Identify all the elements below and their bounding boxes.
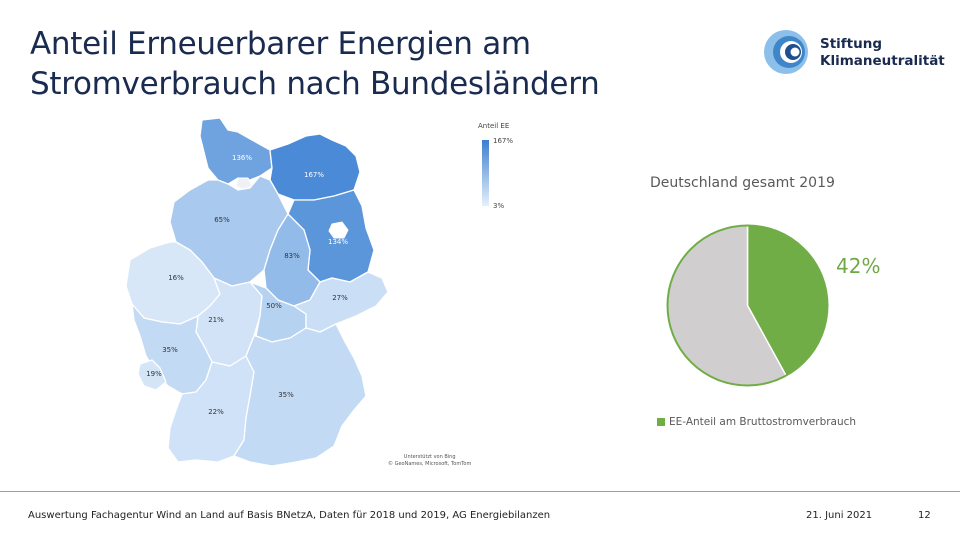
pie-legend: EE-Anteil am Bruttostromverbrauch [657,416,856,428]
map-legend-gradient [482,140,489,206]
map-legend-min: 3% [493,202,505,210]
map-legend-title: Anteil EE [478,122,510,130]
logo: Stiftung Klimaneutralität [762,28,945,78]
footer-date: 21. Juni 2021 [806,510,873,521]
map-label-baden-wuerttemberg: 22% [208,408,224,416]
map-label-thueringen: 50% [266,302,282,310]
region-saarland [137,359,167,391]
map-attribution-line-2: © GeoNames, Microsoft, TomTom [388,461,472,467]
map-label-niedersachsen: 65% [214,216,230,224]
pie-chart-title: Deutschland gesamt 2019 [650,175,835,191]
logo-line-2: Klimaneutralität [820,53,945,69]
map-label-schleswig-holstein: 136% [232,154,252,162]
slide-title: Anteil Erneuerbarer Energien am Stromver… [30,24,730,104]
map-label-berlin-brandenburg: 134% [328,238,348,246]
map-label-sachsen-anhalt: 83% [284,252,300,260]
map-attribution: Unterstützt von Bing © GeoNames, Microso… [388,454,471,468]
map-label-saarland: 19% [146,370,162,378]
pie-legend-label: EE-Anteil am Bruttostromverbrauch [669,416,857,428]
concentric-circles-logo-icon [764,30,808,74]
footer-divider [0,491,960,492]
map-label-bayern: 35% [278,391,294,399]
logo-wordmark: Stiftung Klimaneutralität [820,36,945,70]
region-mecklenburg-vorpommern [269,133,361,201]
pie-legend-swatch [657,418,665,426]
region-schleswig-holstein [199,117,273,185]
pie-outline [666,224,829,387]
map-label-nordrhein-westfalen: 16% [168,274,184,282]
map-legend-max: 167% [493,137,514,145]
region-bayern [233,323,367,467]
map-label-sachsen: 27% [332,294,348,302]
slide-title-line-1: Anteil Erneuerbarer Energien am [30,26,531,62]
map-label-rheinland-pfalz: 35% [162,346,178,354]
region-berlin [328,221,349,239]
logo-line-1: Stiftung [820,36,883,52]
germany-choropleth-map: 136% 167% 134% 65% 83% 16% 21% 50% 27% 3… [125,117,389,467]
map-label-mecklenburg-vorpommern: 167% [304,171,324,179]
page-number: 12 [918,510,931,521]
footer-source: Auswertung Fachagentur Wind an Land auf … [28,510,551,521]
map-legend: Anteil EE 167% 3% [472,122,532,214]
map-label-hessen: 21% [208,316,224,324]
pie-data-label: 42% [836,254,881,278]
map-attribution-line-1: Unterstützt von Bing [403,454,456,460]
slide-title-line-2: Stromverbrauch nach Bundesländern [30,66,600,102]
pie-chart [666,224,829,387]
